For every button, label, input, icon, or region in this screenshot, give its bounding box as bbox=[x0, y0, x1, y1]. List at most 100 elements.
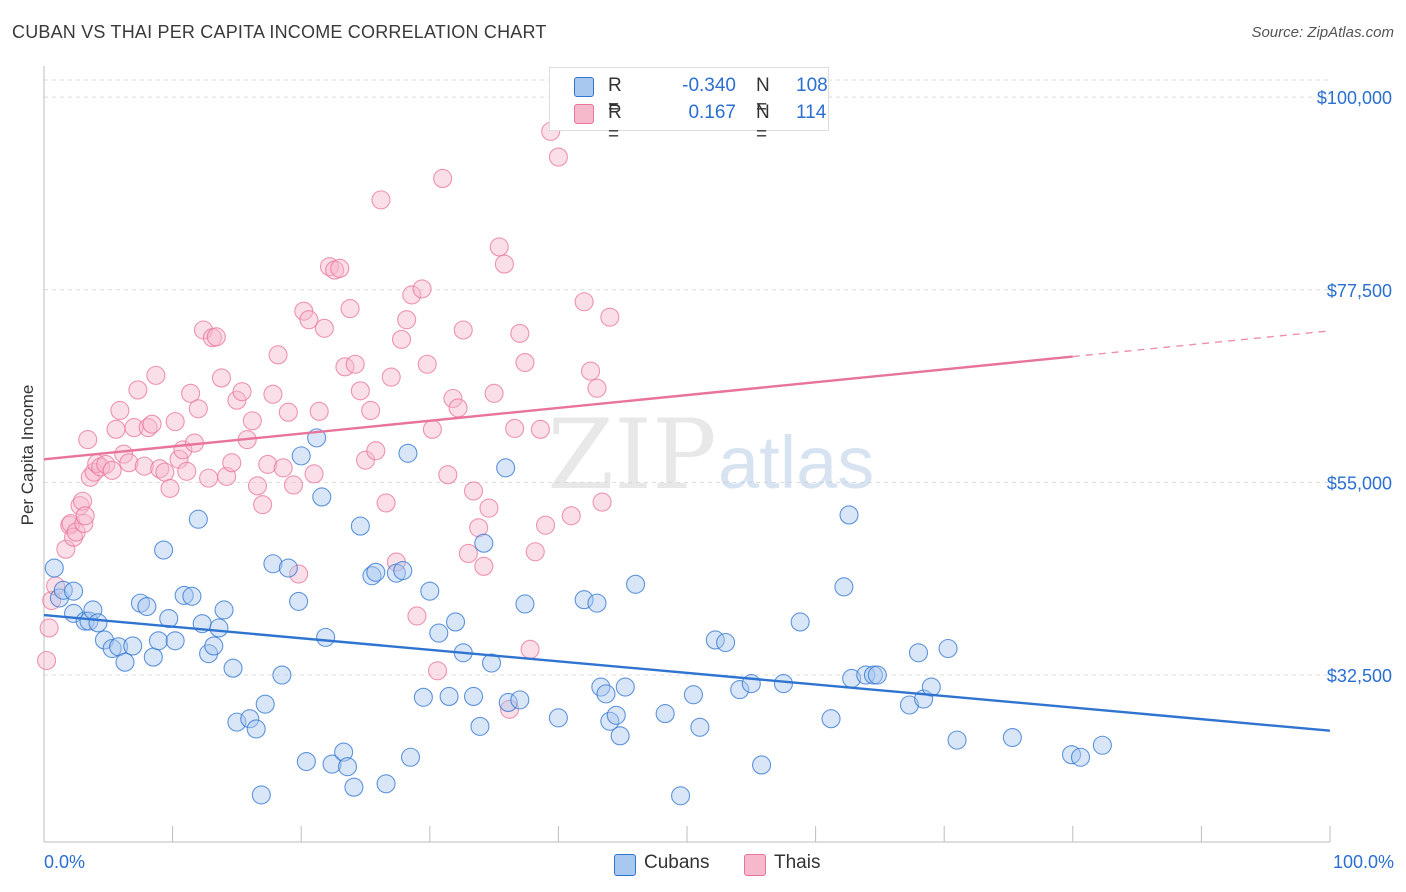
cuban-point bbox=[272, 665, 292, 685]
thai-point bbox=[314, 318, 334, 338]
thai-point bbox=[561, 506, 581, 526]
cuban-point bbox=[154, 540, 174, 560]
cuban-point bbox=[344, 777, 364, 797]
cuban-point bbox=[773, 674, 794, 694]
thai-point bbox=[138, 418, 158, 438]
thai-point bbox=[299, 310, 319, 330]
thai-point bbox=[253, 495, 273, 515]
cuban-point bbox=[790, 612, 810, 632]
thai-point bbox=[494, 254, 514, 274]
cuban-point bbox=[174, 585, 194, 605]
legend-r-value: -0.340 bbox=[682, 75, 736, 96]
cuban-point bbox=[334, 742, 354, 762]
thai-point bbox=[199, 468, 219, 488]
cuban-point bbox=[498, 692, 518, 712]
cuban-point bbox=[255, 694, 275, 714]
cuban-point bbox=[123, 636, 143, 656]
cuban-point bbox=[470, 716, 490, 736]
thai-point bbox=[463, 481, 484, 501]
watermark-atlas: atlas bbox=[718, 421, 874, 504]
thai-point bbox=[366, 441, 386, 461]
thai-point bbox=[278, 402, 298, 422]
cuban-point bbox=[610, 726, 630, 746]
stats-legend: R = -0.340 N = 108 R = 0.167 N = 114 bbox=[549, 67, 829, 145]
thai-point bbox=[469, 518, 489, 538]
thai-point bbox=[489, 237, 509, 257]
cuban-point bbox=[548, 708, 568, 728]
thai-point bbox=[119, 453, 139, 473]
cuban-point bbox=[278, 558, 298, 578]
cuban-point bbox=[821, 709, 841, 729]
thai-point bbox=[232, 382, 252, 402]
thai-point bbox=[402, 285, 422, 305]
cuban-point bbox=[834, 577, 854, 597]
thai-point bbox=[75, 506, 95, 526]
y-axis-label: Per Capita Income bbox=[18, 384, 37, 526]
watermark-zip: ZIP bbox=[547, 399, 716, 511]
cuban-point bbox=[938, 638, 958, 659]
thai-point bbox=[530, 419, 550, 439]
thai-point bbox=[443, 388, 463, 409]
y-tick-label: $77,500 bbox=[1327, 281, 1392, 301]
thai-point bbox=[535, 515, 556, 535]
cuban-point bbox=[752, 755, 772, 775]
cuban-point bbox=[182, 586, 202, 606]
thai-point bbox=[242, 411, 262, 431]
thai-point bbox=[206, 327, 226, 347]
thai-point bbox=[525, 542, 545, 562]
thai-point bbox=[283, 475, 304, 495]
thai-point bbox=[304, 464, 324, 484]
cuban-point bbox=[53, 580, 73, 600]
thai-point bbox=[422, 419, 442, 439]
bottom-legend-swatch-cubans bbox=[614, 854, 636, 876]
cuban-point bbox=[289, 591, 309, 611]
thai-point bbox=[146, 365, 166, 385]
cuban-point bbox=[102, 638, 122, 659]
thai-point bbox=[433, 168, 453, 189]
thai-point bbox=[56, 539, 76, 559]
cuban-point bbox=[240, 709, 260, 729]
x-tick-max: 100.0% bbox=[1332, 852, 1394, 872]
cuban-point bbox=[683, 685, 703, 705]
thai-point bbox=[222, 453, 242, 473]
thai-point bbox=[474, 556, 494, 576]
thai-point bbox=[39, 618, 59, 638]
legend-n-label: N = bbox=[756, 102, 770, 145]
thai-point bbox=[350, 381, 370, 401]
cuban-point bbox=[227, 712, 247, 732]
thai-point bbox=[124, 418, 144, 438]
legend-n-label: N = bbox=[756, 75, 770, 118]
cuban-point bbox=[296, 751, 316, 772]
thai-point bbox=[74, 513, 94, 534]
thai-point bbox=[592, 492, 612, 512]
thai-point bbox=[600, 307, 620, 327]
cuban-point bbox=[393, 561, 413, 581]
cuban-point bbox=[115, 652, 135, 672]
thai-point bbox=[64, 527, 84, 547]
cuban-point bbox=[1092, 735, 1112, 755]
thai-point bbox=[453, 320, 473, 340]
cuban-point bbox=[291, 446, 311, 466]
thai-point bbox=[268, 345, 288, 365]
cuban-point bbox=[429, 623, 449, 643]
cuban-point bbox=[587, 593, 607, 613]
thais-points bbox=[37, 121, 620, 719]
thai-point bbox=[330, 258, 350, 278]
cuban-point bbox=[908, 643, 929, 663]
y-tick-label: $100,000 bbox=[1317, 88, 1392, 108]
watermark: ZIP atlas bbox=[547, 399, 874, 511]
thai-point bbox=[427, 661, 448, 681]
cuban-point bbox=[165, 631, 185, 651]
thai-point bbox=[505, 418, 525, 439]
axes bbox=[43, 66, 1331, 843]
cuban-point bbox=[88, 613, 108, 633]
cuban-point bbox=[716, 632, 736, 653]
cuban-point bbox=[376, 774, 396, 794]
cuban-point bbox=[223, 658, 243, 678]
cuban-point bbox=[44, 558, 64, 578]
thai-point bbox=[155, 462, 175, 482]
thai-point bbox=[548, 147, 568, 167]
thai-point bbox=[309, 401, 329, 421]
thai-point bbox=[165, 412, 185, 432]
legend-r-label: R = bbox=[608, 102, 622, 145]
